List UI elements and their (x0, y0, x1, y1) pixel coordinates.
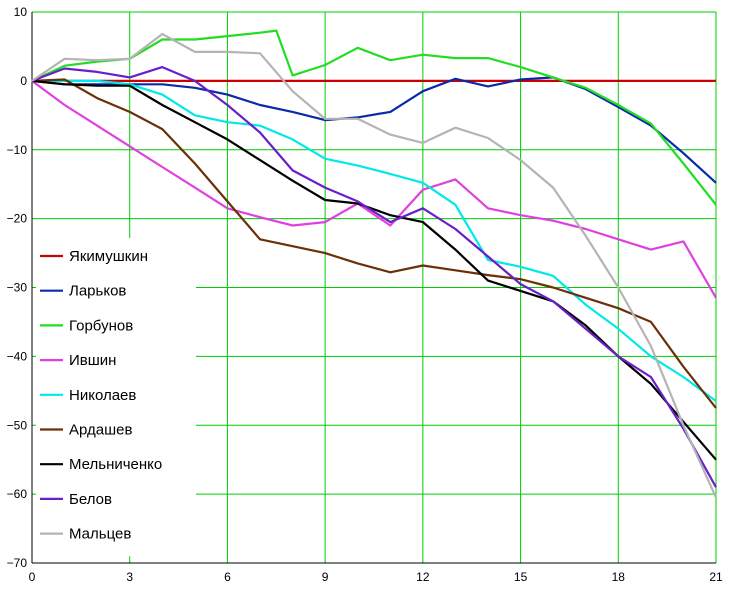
legend-label: Мельниченко (69, 456, 162, 473)
series-line-9 (31, 32, 718, 499)
series-line-5 (32, 79, 717, 402)
legend: Якимушкин Ларьков Горбунов Ившин Николаев Ард… (36, 238, 196, 557)
x-tick-label: 12 (416, 570, 430, 584)
legend-label: Николаев (69, 387, 136, 404)
x-tick-label: 15 (514, 570, 528, 584)
x-tick-label: 9 (322, 570, 329, 584)
x-tick-label: 18 (612, 570, 626, 584)
y-tick-label: −30 (7, 281, 28, 295)
y-tick-label: −60 (7, 487, 28, 501)
y-tick-label: −40 (7, 349, 28, 363)
x-tick-label: 3 (126, 570, 133, 584)
legend-label: Якимушкин (69, 248, 148, 265)
series-line-6 (31, 78, 717, 409)
legend-label: Ларьков (69, 283, 126, 300)
series-line-3 (31, 29, 717, 206)
legend-label: Ардашев (69, 422, 132, 439)
series-lines (31, 29, 718, 499)
series-line-7 (31, 79, 717, 461)
axes: 0 3 6 9 12 15 18 21 10 0 −10 −20 −30 −40 −50 −60 −70 (7, 5, 723, 584)
x-tick-label: 0 (29, 570, 36, 584)
series-line-4 (31, 80, 717, 299)
legend-label: Горбунов (69, 317, 133, 334)
legend-label: Мальцев (69, 526, 131, 543)
y-tick-label: 0 (20, 74, 27, 88)
legend-label: Ившин (69, 352, 116, 369)
y-tick-label: −10 (7, 143, 28, 157)
legend-label: Белов (69, 491, 112, 508)
y-tick-label: −50 (7, 418, 28, 432)
y-tick-label: 10 (14, 5, 28, 19)
x-tick-label: 6 (224, 570, 231, 584)
y-tick-label: −70 (7, 556, 28, 570)
y-tick-label: −20 (7, 212, 28, 226)
x-tick-label: 21 (709, 570, 723, 584)
series-line-2 (31, 76, 717, 184)
series-line-8 (31, 65, 717, 488)
